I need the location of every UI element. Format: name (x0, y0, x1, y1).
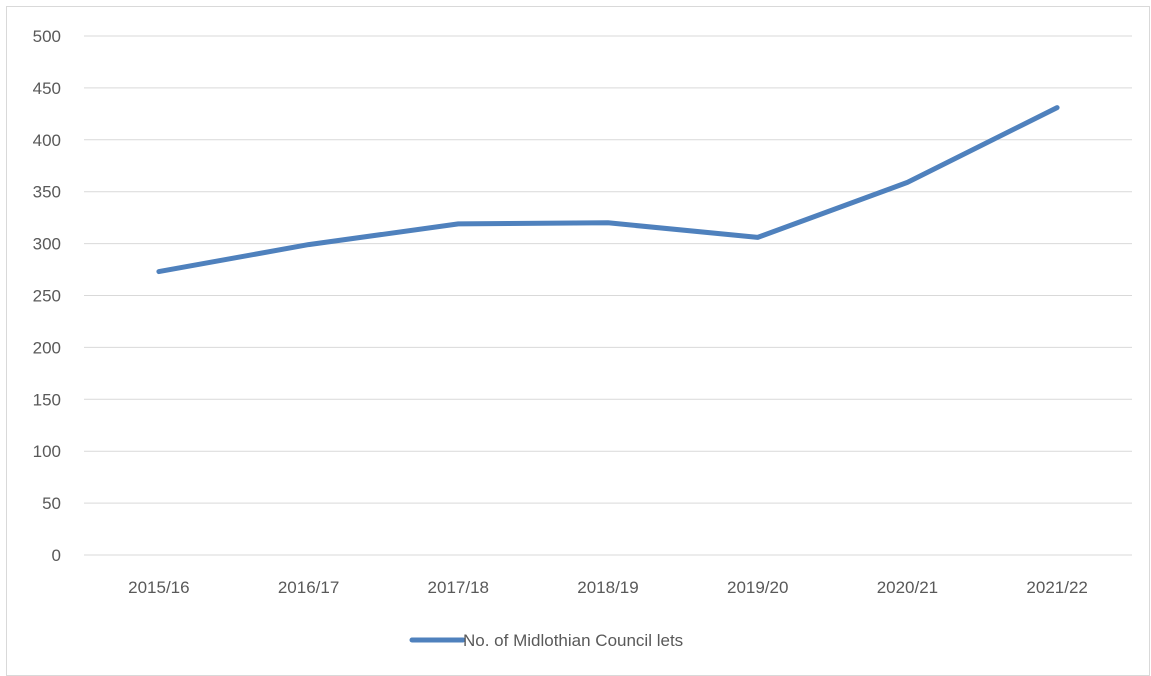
x-tick-label: 2019/20 (727, 578, 788, 597)
series-line (159, 108, 1057, 272)
x-tick-label: 2020/21 (877, 578, 938, 597)
y-tick-label: 400 (33, 131, 61, 150)
y-tick-label: 250 (33, 287, 61, 306)
y-tick-label: 100 (33, 442, 61, 461)
y-tick-label: 500 (33, 27, 61, 46)
x-tick-label: 2021/22 (1026, 578, 1087, 597)
y-tick-label: 450 (33, 79, 61, 98)
x-tick-label: 2018/19 (577, 578, 638, 597)
y-tick-label: 50 (42, 494, 61, 513)
x-tick-label: 2017/18 (428, 578, 489, 597)
plot-series (159, 108, 1057, 272)
x-axis-tick-labels: 2015/16 2016/17 2017/18 2018/19 2019/20 2020/… (128, 578, 1088, 597)
y-tick-label: 150 (33, 390, 61, 409)
y-axis-tick-labels: 0 50 100 150 200 250 300 350 400 450 500 (33, 27, 61, 565)
legend-label: No. of Midlothian Council lets (463, 631, 683, 650)
y-tick-label: 200 (33, 338, 61, 357)
x-tick-label: 2015/16 (128, 578, 189, 597)
y-tick-label: 0 (52, 546, 61, 565)
y-tick-label: 350 (33, 183, 61, 202)
gridlines (84, 36, 1132, 555)
x-tick-label: 2016/17 (278, 578, 339, 597)
y-tick-label: 300 (33, 235, 61, 254)
legend: No. of Midlothian Council lets (412, 631, 683, 650)
